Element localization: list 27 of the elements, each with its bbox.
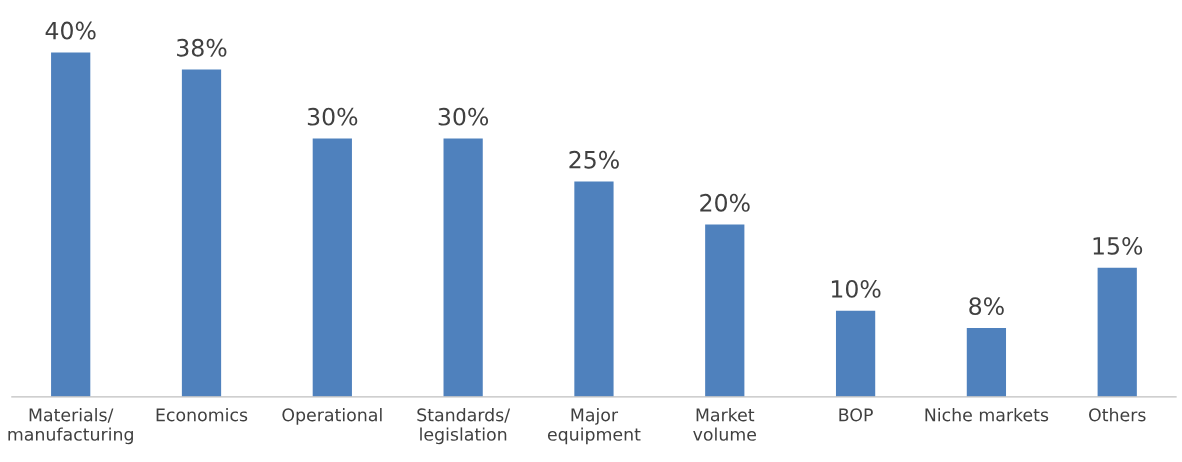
bar — [574, 181, 614, 397]
bar — [966, 327, 1007, 397]
bar — [51, 52, 91, 397]
data-label: 30% — [438, 107, 489, 126]
bar — [835, 310, 876, 397]
bar — [312, 138, 352, 397]
data-label: 30% — [307, 107, 358, 126]
x-tick-label: Market volume — [693, 407, 757, 441]
x-tick-label: Materials/ manufacturing — [8, 407, 133, 445]
data-label: 15% — [1093, 236, 1143, 255]
x-tick-label: Operational — [282, 407, 382, 425]
bar — [181, 69, 222, 397]
data-label: 10% — [831, 279, 881, 298]
data-label: 38% — [177, 38, 227, 57]
x-tick-label: Niche markets — [925, 407, 1049, 422]
data-label: 8% — [969, 297, 1004, 316]
data-label: 40% — [45, 21, 96, 40]
x-tick-label: Others — [1089, 407, 1146, 422]
bar — [705, 224, 745, 397]
bar — [1097, 267, 1137, 397]
x-tick-label: Major equipment — [547, 407, 641, 445]
data-label: 20% — [700, 193, 750, 212]
bar — [443, 138, 483, 397]
x-tick-label: BOP — [839, 408, 873, 422]
x-tick-label: Standards/ legislation — [417, 407, 511, 445]
data-label: 25% — [569, 150, 619, 169]
x-tick-label: Economics — [156, 407, 248, 422]
